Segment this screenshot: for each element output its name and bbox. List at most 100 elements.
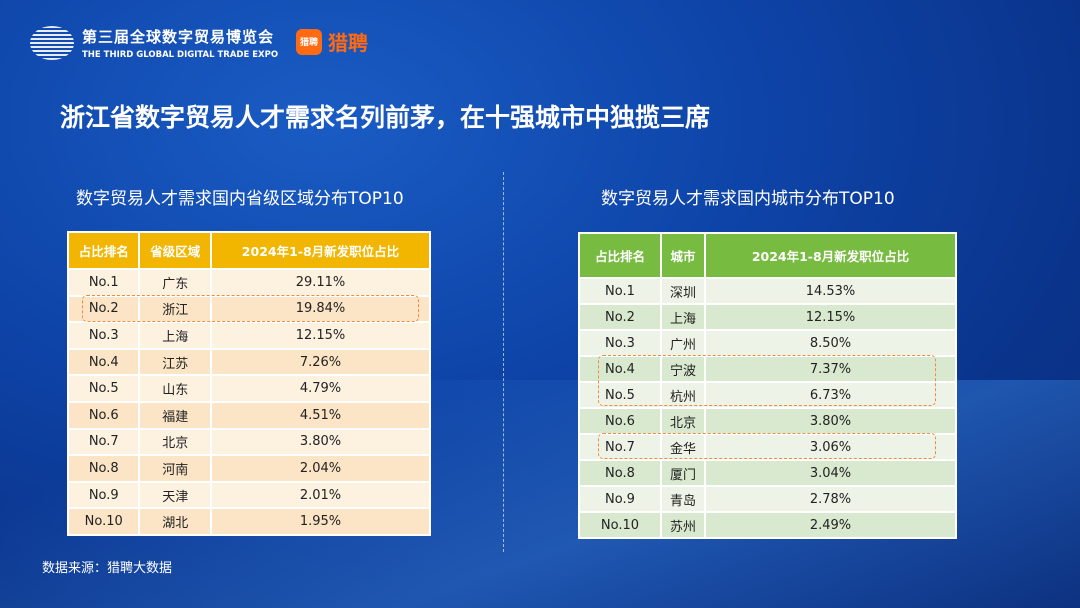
table-cell: No.5 — [578, 381, 662, 409]
table-cell: 6.73% — [704, 381, 957, 409]
table-cell: No.3 — [66, 321, 141, 350]
table-cell: No.7 — [66, 427, 141, 457]
table-cell: 3.80% — [704, 407, 957, 435]
table-row: No.9 青岛 2.78% — [578, 485, 957, 513]
table-cell: No.1 — [578, 277, 662, 305]
column-header: 占比排名 — [578, 232, 662, 279]
table-cell: 2.01% — [209, 480, 432, 510]
column-header: 城市 — [659, 232, 707, 279]
table-cell: No.9 — [66, 480, 141, 510]
table-row: No.3 上海 12.15% — [66, 321, 432, 350]
globe-icon — [30, 26, 74, 60]
table-cell: 7.37% — [704, 355, 957, 383]
table-row: No.5 山东 4.79% — [66, 374, 432, 403]
table-cell: 8.50% — [704, 329, 957, 357]
highlight-zhejiang — [82, 295, 419, 322]
table-cell: 7.26% — [209, 347, 432, 377]
table-cell: 山东 — [138, 374, 212, 403]
table-row: No.3 广州 8.50% — [578, 329, 957, 357]
table-cell: 湖北 — [138, 507, 212, 536]
left-table-title: 数字贸易人才需求国内省级区域分布TOP10 — [76, 189, 404, 209]
table-cell: 北京 — [659, 407, 707, 435]
table-cell: No.4 — [66, 347, 141, 377]
table-cell: 厦门 — [659, 459, 707, 487]
table-cell: 19.84% — [209, 294, 432, 324]
expo-name-en: THE THIRD GLOBAL DIGITAL TRADE EXPO — [82, 50, 279, 60]
slide-title: 浙江省数字贸易人才需求名列前茅，在十强城市中独揽三席 — [60, 103, 711, 132]
liepin-text: 猎聘 — [328, 31, 368, 55]
table-cell: 深圳 — [659, 277, 707, 305]
table-cell: 广州 — [659, 329, 707, 357]
table-cell: 宁波 — [659, 355, 707, 383]
liepin-logo: 猎聘 猎聘 — [296, 27, 368, 56]
table-row: No.6 福建 4.51% — [66, 400, 432, 430]
city-table: 占比排名 城市 2024年1-8月新发职位占比 No.1 深圳 14.53% No.2 上海 1… — [578, 232, 957, 539]
table-cell: 2.78% — [704, 485, 957, 513]
table-cell: No.5 — [66, 374, 141, 403]
table-cell: 1.95% — [209, 507, 432, 536]
table-row: No.1 广东 29.11% — [66, 268, 432, 297]
table-cell: 杭州 — [659, 381, 707, 409]
table-cell: 12.15% — [704, 303, 957, 331]
table-cell: No.8 — [66, 454, 141, 483]
table-row: No.10 湖北 1.95% — [66, 507, 432, 536]
table-cell: No.3 — [578, 329, 662, 357]
table-row: No.1 深圳 14.53% — [578, 277, 957, 305]
table-cell: 14.53% — [704, 277, 957, 305]
table-cell: 12.15% — [209, 321, 432, 350]
column-header: 占比排名 — [66, 231, 141, 270]
table-row: No.4 江苏 7.26% — [66, 347, 432, 377]
table-cell: No.10 — [578, 511, 662, 539]
highlight-ningbo-hangzhou — [598, 355, 936, 406]
table-cell: 浙江 — [138, 294, 212, 324]
table-cell: No.9 — [578, 485, 662, 513]
table-cell: 北京 — [138, 427, 212, 457]
table-row: No.6 北京 3.80% — [578, 407, 957, 435]
table-cell: 29.11% — [209, 268, 432, 297]
table-row: No.2 上海 12.15% — [578, 303, 957, 331]
table-cell: 2.04% — [209, 454, 432, 483]
province-table: 占比排名 省级区域 2024年1-8月新发职位占比 No.1 广东 29.11% No.2 浙… — [66, 231, 432, 536]
column-header: 2024年1-8月新发职位占比 — [209, 231, 432, 270]
table-row: No.8 厦门 3.04% — [578, 459, 957, 487]
column-header: 省级区域 — [138, 231, 212, 270]
table-cell: 福建 — [138, 400, 212, 430]
right-table-title: 数字贸易人才需求国内城市分布TOP10 — [601, 189, 895, 209]
table-cell: 3.06% — [704, 433, 957, 461]
table-cell: 2.49% — [704, 511, 957, 539]
table-cell: 4.79% — [209, 374, 432, 403]
expo-name-cn: 第三届全球数字贸易博览会 — [82, 28, 275, 46]
table-header: 占比排名 省级区域 2024年1-8月新发职位占比 — [66, 231, 432, 270]
table-cell: 4.51% — [209, 400, 432, 430]
table-cell: 上海 — [138, 321, 212, 350]
table-header: 占比排名 城市 2024年1-8月新发职位占比 — [578, 232, 957, 279]
table-cell: 3.04% — [704, 459, 957, 487]
table-row: No.4 宁波 7.37% — [578, 355, 957, 383]
highlight-jinhua — [598, 433, 936, 459]
table-cell: No.6 — [66, 400, 141, 430]
divider — [503, 172, 504, 552]
table-cell: 金华 — [659, 433, 707, 461]
table-cell: 河南 — [138, 454, 212, 483]
table-row: No.8 河南 2.04% — [66, 454, 432, 483]
table-cell: No.7 — [578, 433, 662, 461]
table-cell: No.6 — [578, 407, 662, 435]
table-row: No.7 金华 3.06% — [578, 433, 957, 461]
table-cell: 3.80% — [209, 427, 432, 457]
table-row: No.9 天津 2.01% — [66, 480, 432, 510]
table-cell: 江苏 — [138, 347, 212, 377]
expo-logo: 第三届全球数字贸易博览会 THE THIRD GLOBAL DIGITAL TR… — [30, 26, 278, 60]
table-row: No.5 杭州 6.73% — [578, 381, 957, 409]
table-cell: 青岛 — [659, 485, 707, 513]
liepin-icon: 猎聘 — [296, 28, 322, 55]
table-cell: No.10 — [66, 507, 141, 536]
table-row: No.10 苏州 2.49% — [578, 511, 957, 539]
table-cell: 上海 — [659, 303, 707, 331]
table-cell: No.1 — [66, 268, 141, 297]
table-cell: 天津 — [138, 480, 212, 510]
table-cell: No.8 — [578, 459, 662, 487]
table-row: No.2 浙江 19.84% — [66, 294, 432, 324]
table-cell: 广东 — [138, 268, 212, 297]
table-row: No.7 北京 3.80% — [66, 427, 432, 457]
data-source: 数据来源：猎聘大数据 — [42, 561, 173, 576]
